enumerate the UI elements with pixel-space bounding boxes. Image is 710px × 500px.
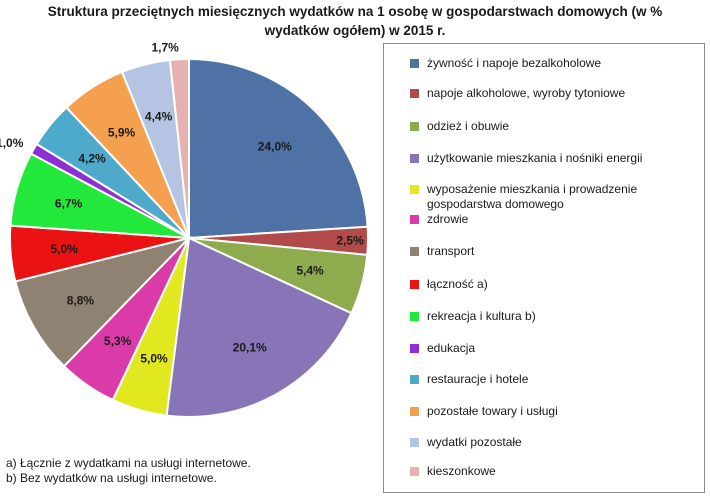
legend-label: kieszonkowe xyxy=(427,464,496,478)
legend-label: napoje alkoholowe, wyroby tytoniowe xyxy=(427,86,626,100)
footnote-b: b) Bez wydatków na usługi internetowe. xyxy=(6,471,217,485)
legend-swatch xyxy=(410,375,419,384)
slice-value-label: 2,5% xyxy=(336,234,364,248)
footnotes: a) Łącznie z wydatkami na usługi interne… xyxy=(6,456,251,486)
legend-label: rekreacja i kultura b) xyxy=(427,309,536,323)
legend-swatch xyxy=(410,344,419,353)
footnote-a: a) Łącznie z wydatkami na usługi interne… xyxy=(6,456,251,470)
slice-value-label: 24,0% xyxy=(258,140,292,154)
legend-swatch xyxy=(410,154,419,163)
pie-slice xyxy=(165,236,353,418)
slice-value-label: 5,0% xyxy=(51,242,79,256)
slice-value-label: 5,0% xyxy=(140,351,168,365)
slice-value-label: 4,4% xyxy=(145,109,173,123)
legend-label: transport xyxy=(427,244,475,258)
legend-swatch xyxy=(410,59,419,68)
legend-swatch xyxy=(410,467,419,476)
slice-value-label: 5,9% xyxy=(108,125,136,139)
legend-label: zdrowie xyxy=(427,212,469,226)
legend-swatch xyxy=(410,247,419,256)
pie-slice xyxy=(168,57,190,239)
legend-label: wydatki pozostałe xyxy=(427,435,522,449)
pie-slice xyxy=(188,57,369,240)
legend-label: wyposażenie mieszkania i prowadzenie gos… xyxy=(427,182,638,211)
legend-swatch xyxy=(410,215,419,224)
slice-value-label: 5,3% xyxy=(104,334,132,348)
slice-value-label: 20,1% xyxy=(233,341,267,355)
legend-label: żywność i napoje bezalkoholowe xyxy=(427,56,602,70)
legend-swatch xyxy=(410,122,419,131)
legend-swatch xyxy=(410,89,419,98)
legend-label: restauracje i hotele xyxy=(427,372,529,386)
legend-swatch xyxy=(410,185,419,194)
legend-swatch xyxy=(410,407,419,416)
legend-swatch xyxy=(410,280,419,289)
legend-label: odzież i obuwie xyxy=(427,119,510,133)
legend-swatch xyxy=(410,312,419,321)
pie-slice xyxy=(14,236,193,368)
legend-label: pozostałe towary i usługi xyxy=(427,404,558,418)
legend-swatch xyxy=(410,438,419,447)
slice-value-label: 5,4% xyxy=(296,264,324,278)
slice-value-label: 6,7% xyxy=(55,196,83,210)
chart-title-line-1: Struktura przeciętnych miesięcznych wyda… xyxy=(47,4,663,19)
slice-value-label: 4,2% xyxy=(78,152,106,166)
legend-label: łączność a) xyxy=(427,277,488,291)
chart-legend: żywność i napoje bezalkoholowe napoje alk… xyxy=(383,43,705,493)
chart-title-line-2: wydatków ogółem) w 2015 r. xyxy=(264,23,446,38)
slice-value-label: 1,0% xyxy=(0,136,24,150)
slice-value-label: 1,7% xyxy=(151,40,179,54)
legend-label: użytkowanie mieszkania i nośniki energii xyxy=(427,151,643,165)
slice-value-label: 8,8% xyxy=(67,293,95,307)
legend-label: edukacja xyxy=(427,341,476,355)
chart-title: Struktura przeciętnych miesięcznych wyda… xyxy=(0,2,710,40)
